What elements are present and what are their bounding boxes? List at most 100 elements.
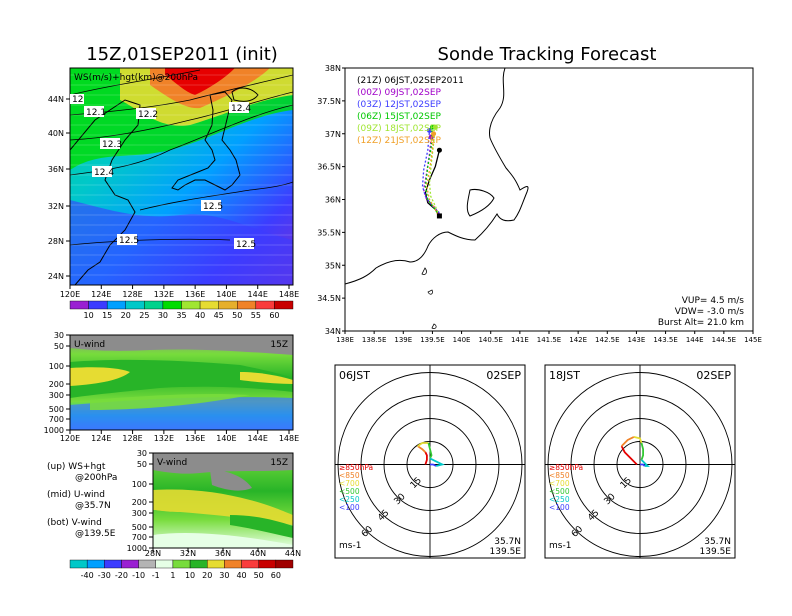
contour-label: 12.5 bbox=[236, 240, 256, 250]
sonde-burst-point bbox=[432, 124, 438, 130]
colorbar-swatch bbox=[172, 559, 191, 569]
hodograph-trace bbox=[417, 442, 429, 447]
v-wind-time: 15Z bbox=[270, 458, 288, 468]
vup-info: VUP= 4.5 m/s bbox=[682, 296, 745, 306]
track-legend-entry: (09Z) 18JST,02SEP bbox=[357, 124, 442, 134]
track-legend-entry: (12Z) 21JST,02SEP bbox=[357, 136, 442, 146]
note-upper: (up) WS+hgt @200hPa bbox=[47, 462, 117, 484]
x-tick-label: 124E bbox=[91, 434, 111, 443]
track-lon-ticks: 138E 138.5E 139E 139.5E 140E 140.5E 141E 141.5E… bbox=[336, 331, 762, 344]
contour-label: 12.4 bbox=[231, 104, 251, 114]
lon-tick-label: 144E bbox=[686, 336, 704, 344]
colorbar-swatch bbox=[274, 300, 294, 310]
contour-label: 12.5 bbox=[203, 202, 223, 212]
u-wind-x-ticks: 120E 124E 128E 132E 136E 140E 144E 148E bbox=[60, 430, 299, 443]
hodograph-units: ms-1 bbox=[339, 541, 361, 551]
hodograph-trace bbox=[429, 457, 445, 467]
upper-map-label: WS(m/s)+hgt(km)@200hPa bbox=[74, 73, 198, 83]
hodograph-legend-entry: <500 bbox=[549, 487, 570, 496]
y-tick-label: 200 bbox=[49, 380, 64, 389]
track-legend-entry: (21Z) 06JST,02SEP2011 bbox=[357, 76, 464, 86]
vdw-info: VDW= -3.0 m/s bbox=[675, 307, 745, 317]
colorbar-swatch bbox=[162, 300, 182, 310]
lat-tick-label: 34N bbox=[325, 327, 341, 336]
hodograph-legend-entry: <100 bbox=[339, 503, 360, 512]
hodograph-trace bbox=[620, 445, 638, 466]
lon-tick-label: 124E bbox=[91, 290, 111, 299]
colorbar-tick-label: 15 bbox=[102, 311, 112, 320]
lat-tick-label: 34.5N bbox=[317, 294, 341, 303]
colorbar-tick-label: 50 bbox=[254, 571, 264, 580]
lon-tick-label: 139E bbox=[394, 336, 412, 344]
hodograph-trace bbox=[424, 451, 428, 465]
colorbar-tick-label: 60 bbox=[271, 571, 281, 580]
sonde-burst-point bbox=[436, 147, 442, 153]
colorbar-tick-label: -30 bbox=[98, 571, 111, 580]
lon-tick-label: 145E bbox=[744, 336, 762, 344]
colorbar-tick-label: 40 bbox=[236, 571, 246, 580]
upper-colorbar: 10 15 20 25 30 35 40 45 50 55 60 bbox=[69, 300, 294, 320]
note-mid-a: (mid) U-wind bbox=[47, 490, 105, 500]
colorbar-swatch bbox=[106, 300, 126, 310]
y-tick-label: 30 bbox=[137, 449, 147, 458]
lat-tick-label: 37.5N bbox=[317, 97, 341, 106]
lat-tick-label: 38N bbox=[325, 64, 341, 73]
track-legend: (21Z) 06JST,02SEP2011 (00Z) 09JST,02SEP (0… bbox=[357, 76, 464, 146]
colorbar-swatch bbox=[258, 559, 277, 569]
x-tick-label: 132E bbox=[154, 434, 174, 443]
track-legend-entry: (00Z) 09JST,02SEP bbox=[357, 88, 442, 98]
hodograph-legend-entry: <250 bbox=[339, 495, 360, 504]
colorbar-tick-label: 10 bbox=[83, 311, 93, 320]
colorbar-swatch bbox=[224, 559, 242, 569]
coastline bbox=[344, 67, 529, 285]
hodograph-trace bbox=[417, 445, 427, 453]
contour-label: 12.3 bbox=[102, 140, 122, 150]
lon-tick-label: 143E bbox=[628, 336, 646, 344]
lon-tick-label: 132E bbox=[154, 290, 174, 299]
x-tick-label: 140E bbox=[216, 434, 236, 443]
colorbar-swatch bbox=[144, 300, 164, 310]
lon-tick-label: 138E bbox=[336, 336, 354, 344]
launch-point bbox=[436, 213, 442, 219]
colorbar-tick-label: 50 bbox=[232, 311, 242, 320]
y-tick-label: 300 bbox=[132, 509, 147, 518]
y-tick-label: 500 bbox=[132, 523, 147, 532]
tracking-map: (21Z) 06JST,02SEP2011 (00Z) 09JST,02SEP (0… bbox=[317, 64, 762, 344]
hodograph-legend-entry: <500 bbox=[339, 487, 360, 496]
upper-lat-ticks: 44N 40N 36N 32N 28N 24N bbox=[48, 95, 70, 281]
colorbar-swatch bbox=[69, 300, 89, 310]
lat-tick-label: 28N bbox=[48, 237, 64, 246]
y-tick-label: 1000 bbox=[127, 544, 147, 553]
colorbar-swatch bbox=[237, 300, 257, 310]
colorbar-tick-label: 25 bbox=[139, 311, 149, 320]
x-tick-label: 44N bbox=[285, 549, 301, 558]
lon-tick-label: 142.5E bbox=[595, 336, 619, 344]
u-wind-label: U-wind bbox=[74, 340, 105, 350]
note-bot-b: @139.5E bbox=[75, 529, 116, 539]
note-bot: (bot) V-wind @139.5E bbox=[47, 518, 115, 540]
lon-tick-label: 144E bbox=[248, 290, 268, 299]
lat-tick-label: 35.5N bbox=[317, 228, 341, 237]
colorbar-swatch bbox=[189, 559, 208, 569]
hodograph-legend-entry: <700 bbox=[549, 479, 570, 488]
hodograph-units: ms-1 bbox=[549, 541, 571, 551]
note-mid-b: @35.7N bbox=[75, 501, 111, 511]
colorbar-swatch bbox=[275, 559, 294, 569]
lat-tick-label: 32N bbox=[48, 202, 64, 211]
colorbar-tick-label: 1 bbox=[170, 571, 175, 580]
lon-tick-label: 148E bbox=[279, 290, 299, 299]
hodograph-date: 02SEP bbox=[486, 369, 521, 382]
x-tick-label: 120E bbox=[60, 434, 80, 443]
y-tick-label: 30 bbox=[54, 331, 64, 340]
x-tick-label: 36N bbox=[215, 549, 231, 558]
colorbar-swatch bbox=[88, 300, 108, 310]
u-wind-time: 15Z bbox=[270, 340, 288, 350]
hodograph-lon: 139.5E bbox=[700, 547, 732, 557]
contour-label: 12 bbox=[72, 95, 83, 105]
x-tick-label: 32N bbox=[180, 549, 196, 558]
colorbar-tick-label: -10 bbox=[132, 571, 145, 580]
lon-tick-label: 138.5E bbox=[362, 336, 386, 344]
sonde-tracks bbox=[421, 124, 442, 219]
